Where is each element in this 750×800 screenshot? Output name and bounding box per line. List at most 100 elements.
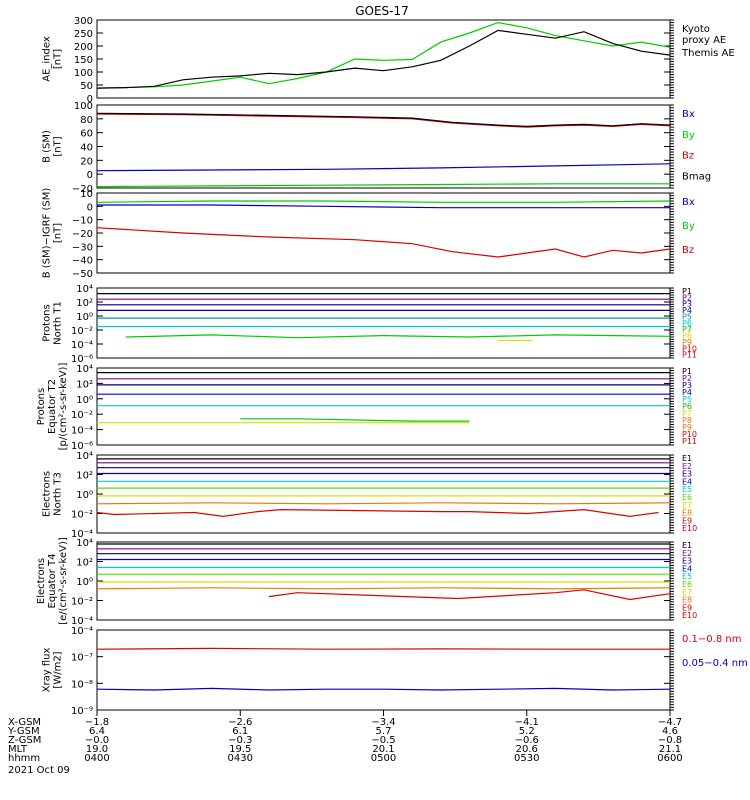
- x-table-cell: 6.1: [232, 726, 248, 737]
- legend-line: E7: [682, 588, 692, 597]
- legend-entry: E7: [682, 501, 692, 510]
- y-axis-label-line: [nT]: [53, 49, 64, 69]
- legend-entry: E4: [682, 477, 692, 486]
- legend-line: P5: [682, 395, 692, 404]
- y-axis-label-line: [e/(cm²-s-sr-keV)]: [58, 537, 69, 625]
- x-table-cell: 5.7: [376, 726, 392, 737]
- y-tick-label: 10⁻⁶: [71, 441, 93, 452]
- legend-line: P3: [682, 300, 692, 309]
- legend-entry: P11: [682, 351, 697, 360]
- legend-line: E3: [682, 470, 692, 479]
- series-bx: [97, 204, 670, 209]
- y-tick-label: 40: [80, 143, 93, 154]
- legend-line: E10: [682, 524, 697, 533]
- y-axis-label-line: Equator T2: [47, 379, 58, 434]
- y-tick-label: −20: [72, 184, 93, 195]
- y-tick-label: 10⁻⁴: [71, 529, 93, 540]
- legend-line: E4: [682, 477, 692, 486]
- y-axis-label-line: B (SM): [42, 130, 53, 163]
- y-axis-label: ElectronsNorth T3: [42, 471, 64, 517]
- legend-entry: Themis AE: [681, 48, 735, 59]
- legend-entry: E9: [682, 603, 692, 612]
- legend-line: By: [682, 130, 695, 141]
- legend-entry: P9: [682, 338, 692, 347]
- y-tick-label: 10⁻⁹: [71, 706, 93, 717]
- legend-line: E9: [682, 516, 692, 525]
- y-tick-label: 10²: [76, 471, 93, 482]
- y-axis-label: AE_index[nT]: [42, 36, 64, 82]
- y-tick-label: 20: [80, 156, 93, 167]
- legend-entry: P2: [682, 293, 692, 302]
- legend-entry: E3: [682, 557, 692, 566]
- legend-line: P6: [682, 402, 692, 411]
- x-table-cell: −2.6: [228, 717, 252, 728]
- y-tick-label: 0: [87, 94, 93, 105]
- legend-line: E8: [682, 596, 692, 605]
- y-axis-label-line: [p/(cm²-s-sr-keV)]: [58, 363, 69, 451]
- legend-line: Kyoto: [682, 24, 710, 35]
- y-axis-label: ProtonsEquator T2[p/(cm²-s-sr-keV)]: [36, 363, 69, 451]
- legend-line: P7: [682, 325, 692, 334]
- legend-line: E8: [682, 509, 692, 518]
- legend-entry: E2: [682, 462, 692, 471]
- legend-entry: E3: [682, 470, 692, 479]
- series-p7: [125, 334, 671, 339]
- y-tick-label: 60: [80, 129, 93, 140]
- legend-entry: E8: [682, 596, 692, 605]
- x-table-row-label: Y-GSM: [7, 726, 40, 737]
- legend-line: Bz: [682, 245, 694, 256]
- y-tick-label: 0: [87, 202, 93, 213]
- y-tick-label: 10⁻²: [71, 597, 93, 608]
- legend-line: P11: [682, 351, 697, 360]
- legend-line: E1: [682, 541, 692, 550]
- legend-line: E9: [682, 603, 692, 612]
- legend-entry: E4: [682, 564, 692, 573]
- legend-line: E6: [682, 493, 692, 502]
- legend-line: Bx: [682, 109, 695, 120]
- x-table-cell: −0.0: [85, 735, 109, 746]
- panel-frame: [96, 367, 671, 446]
- x-table-cell: −3.4: [371, 717, 395, 728]
- legend-entry: Bz: [682, 151, 694, 162]
- legend-line: P4: [682, 306, 692, 315]
- legend-line: P3: [682, 381, 692, 390]
- y-axis-label-line: Protons: [42, 304, 53, 341]
- legend-entry: E6: [682, 493, 692, 502]
- x-table-cell: 20.6: [516, 744, 538, 755]
- y-tick-label: 10⁻²: [71, 410, 93, 421]
- y-tick-label: 50: [80, 81, 93, 92]
- x-table-cell: 20.1: [372, 744, 394, 755]
- y-tick-label: 80: [80, 115, 93, 126]
- y-axis-label-line: North T1: [53, 301, 64, 345]
- panel-8: 10⁻⁴ 10⁻⁷ 10⁻⁸ 10⁻⁹ Xray flux[W/m2] 0.1−0.8 n…: [42, 626, 748, 717]
- y-tick-label: 0: [87, 170, 93, 181]
- y-axis-label-line: [nT]: [53, 223, 64, 243]
- legend-entry: E7: [682, 588, 692, 597]
- y-tick-label: −50: [72, 269, 93, 280]
- y-tick-label: 10⁴: [76, 538, 93, 549]
- y-tick-label: −30: [72, 242, 93, 253]
- y-axis-label: Xray flux[W/m2]: [42, 648, 64, 693]
- x-table-cell: −4.7: [658, 717, 682, 728]
- x-table-cell: 19.0: [86, 744, 108, 755]
- legend-line: P1: [682, 287, 692, 296]
- legend-entry: P3: [682, 381, 692, 390]
- y-tick-label: 10⁻⁴: [71, 426, 93, 437]
- x-table-cell: 19.5: [229, 744, 251, 755]
- y-tick-label: 10⁻²: [71, 326, 93, 337]
- x-table-cell: −0.5: [371, 735, 395, 746]
- x-table-cell: 5.2: [519, 726, 535, 737]
- y-tick-label: 10⁻⁶: [71, 354, 93, 365]
- legend-line: P9: [682, 338, 692, 347]
- legend-entry: P11: [682, 437, 697, 446]
- legend-line: P5: [682, 312, 692, 321]
- y-axis-label-line: [W/m2]: [53, 651, 64, 688]
- y-tick-label: 10⁻⁴: [71, 616, 93, 627]
- legend-line: E4: [682, 564, 692, 573]
- legend-line: By: [682, 221, 695, 232]
- legend-line: E6: [682, 580, 692, 589]
- y-tick-label: 100: [74, 68, 93, 79]
- legend-entry: P1: [682, 367, 692, 376]
- legend-entry: P6: [682, 319, 692, 328]
